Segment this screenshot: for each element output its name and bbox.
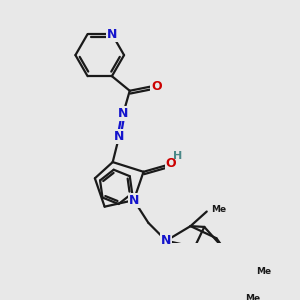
Text: N: N xyxy=(107,28,117,40)
Text: N: N xyxy=(114,130,124,143)
Text: N: N xyxy=(129,194,139,207)
Text: Me: Me xyxy=(245,294,260,300)
Text: O: O xyxy=(166,157,176,170)
Text: N: N xyxy=(118,107,128,120)
Text: H: H xyxy=(173,151,182,160)
Text: Me: Me xyxy=(256,267,271,276)
Text: O: O xyxy=(151,80,162,93)
Text: Me: Me xyxy=(212,205,227,214)
Text: N: N xyxy=(161,234,171,247)
